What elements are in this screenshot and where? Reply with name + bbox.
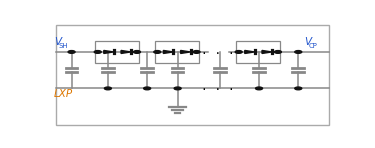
Text: SH: SH	[58, 42, 68, 49]
Polygon shape	[245, 50, 255, 53]
Circle shape	[274, 51, 281, 53]
Polygon shape	[104, 50, 114, 53]
Circle shape	[295, 87, 302, 90]
Text: CP: CP	[308, 42, 317, 49]
Text: V: V	[304, 37, 311, 47]
Circle shape	[255, 87, 262, 90]
Polygon shape	[164, 50, 173, 53]
Polygon shape	[181, 50, 190, 53]
Bar	[95, 41, 139, 63]
Text: . . .: . . .	[201, 46, 235, 56]
Circle shape	[104, 87, 111, 90]
Circle shape	[134, 51, 141, 53]
Circle shape	[94, 51, 101, 53]
Circle shape	[154, 51, 161, 53]
Circle shape	[193, 51, 200, 53]
Bar	[155, 41, 199, 63]
Circle shape	[295, 51, 302, 53]
Polygon shape	[262, 50, 272, 53]
Circle shape	[174, 87, 181, 90]
Circle shape	[144, 87, 151, 90]
Circle shape	[235, 51, 242, 53]
Bar	[236, 41, 280, 63]
Circle shape	[68, 51, 75, 53]
Polygon shape	[121, 50, 131, 53]
Text: LXP: LXP	[54, 89, 73, 99]
Text: . . .: . . .	[201, 82, 235, 92]
Text: V: V	[54, 37, 61, 47]
Bar	[56, 25, 329, 125]
